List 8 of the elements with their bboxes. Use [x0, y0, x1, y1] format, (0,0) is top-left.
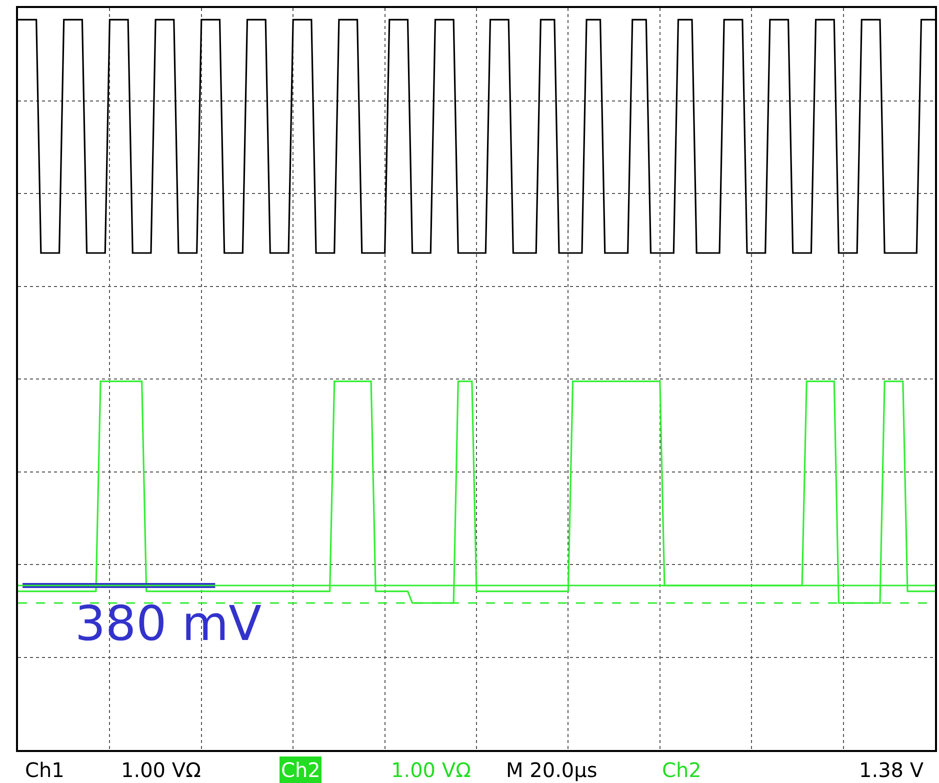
text: 1.00 VΩ	[391, 758, 471, 782]
annotation: 380 mV	[75, 596, 262, 652]
text: Ch2	[662, 758, 702, 782]
text: 1.00 VΩ	[121, 758, 201, 782]
text: Ch1	[25, 758, 64, 782]
text: M 20.0µs	[506, 758, 598, 782]
text: 1.38 V	[859, 758, 924, 782]
text: Ch2	[281, 758, 320, 782]
